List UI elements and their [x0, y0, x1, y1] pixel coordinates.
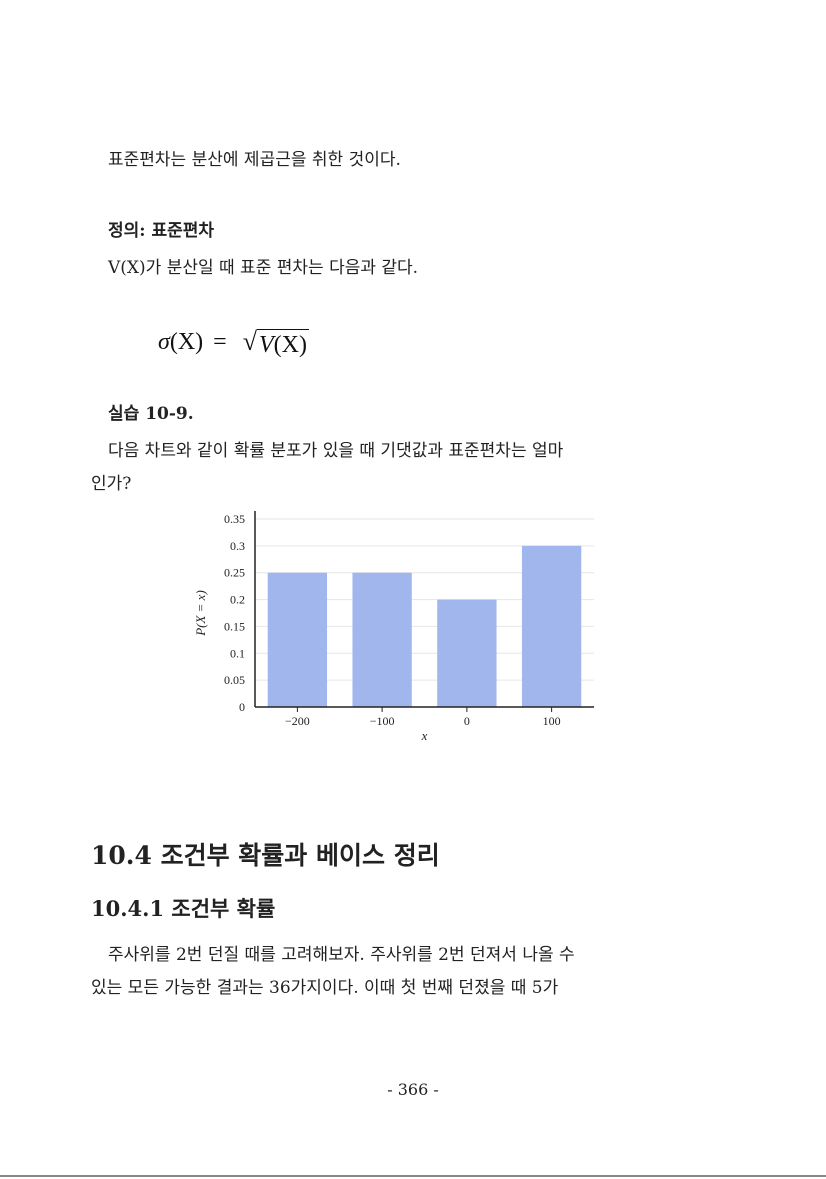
- formula-radicand: V(X): [257, 328, 309, 360]
- y-tick-label: 0: [239, 700, 245, 714]
- exercise-line2: 인가?: [91, 474, 132, 494]
- y-tick-label: 0.3: [230, 539, 245, 553]
- formula-sqrt: √ V(X): [243, 325, 309, 360]
- radicand-v: V: [259, 331, 274, 358]
- x-tick-label: 100: [543, 714, 561, 728]
- subsection-heading: 10.4.1 조건부 확률: [91, 896, 276, 921]
- radicand-arg: (X): [273, 331, 307, 358]
- std-formula: σ (X) = √ V(X): [158, 322, 309, 362]
- exercise-line1: 다음 차트와 같이 확률 분포가 있을 때 기댓값과 표준편차는 얼마: [108, 441, 564, 461]
- x-tick-label: −100: [370, 714, 395, 728]
- y-tick-label: 0.15: [224, 619, 245, 633]
- x-axis-label: x: [421, 728, 428, 743]
- formula-sigma: σ: [158, 328, 170, 355]
- x-tick-label: 0: [464, 714, 470, 728]
- bar: [521, 545, 582, 707]
- bar: [437, 599, 497, 707]
- y-tick-label: 0.25: [224, 566, 245, 580]
- bar: [352, 572, 412, 707]
- definition-body: V(X)가 분산일 때 표준 편차는 다음과 같다.: [108, 258, 419, 278]
- exercise-title: 실습 10-9.: [108, 404, 194, 424]
- section-heading: 10.4 조건부 확률과 베이스 정리: [91, 841, 440, 870]
- formula-equals: =: [213, 328, 227, 355]
- probability-bar-chart: 0 0.05 0.1 0.15 0.2 0.25 0.3 0.35 −200 −100 0 100 x P…: [193, 511, 594, 743]
- y-tick-label: 0.2: [230, 593, 245, 607]
- sqrt-symbol: √: [242, 326, 257, 356]
- page-number: - 366 -: [387, 1080, 439, 1099]
- bottom-rule: [0, 1175, 826, 1177]
- y-tick-label: 0.1: [230, 646, 245, 660]
- y-axis-label: P(X = x): [193, 590, 208, 637]
- section-paragraph-line1: 주사위를 2번 던질 때를 고려해보자. 주사위를 2번 던져서 나올 수: [108, 945, 575, 965]
- bar: [267, 572, 328, 707]
- x-tick-label: −200: [285, 714, 310, 728]
- formula-lhs-arg: (X): [169, 328, 204, 355]
- section-paragraph-line2: 있는 모든 가능한 결과는 36가지이다. 이때 첫 번째 던졌을 때 5가: [91, 978, 559, 998]
- definition-title: 정의: 표준편차: [108, 221, 215, 241]
- intro-text: 표준편차는 분산에 제곱근을 취한 것이다.: [108, 150, 401, 170]
- y-tick-label: 0.35: [224, 512, 245, 526]
- y-tick-label: 0.05: [224, 673, 245, 687]
